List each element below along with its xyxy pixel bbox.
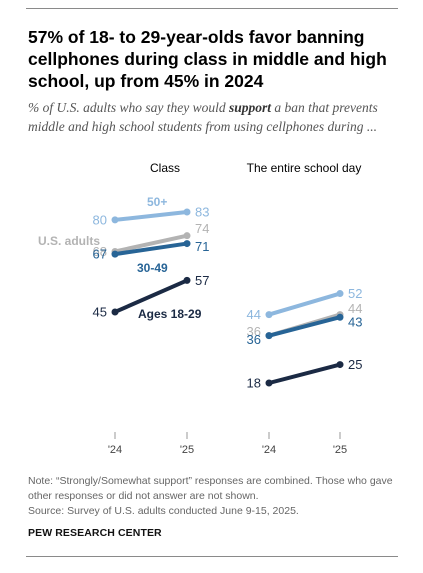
value-label-class-3-start: 67 [93, 247, 107, 262]
series-label-30-49: 30-49 [137, 261, 168, 275]
panel-title-the-entire-school-day: The entire school day [247, 161, 362, 175]
value-label-the-entire-school-day-4-end: 25 [348, 357, 362, 372]
note-text: Note: “Strongly/Somewhat support” respon… [28, 475, 393, 502]
value-label-the-entire-school-day-1-start: 44 [247, 307, 261, 322]
value-label-the-entire-school-day-4-start: 18 [247, 376, 261, 391]
value-label-class-2-end: 74 [195, 221, 209, 236]
value-label-the-entire-school-day-3-start: 36 [247, 332, 261, 347]
series-line-class-2 [113, 233, 189, 254]
x-tick-label-class-1: '24 [108, 444, 122, 456]
source-text: Source: Survey of U.S. adults conducted … [28, 505, 299, 517]
series-line-the-entire-school-day-4 [267, 362, 342, 385]
subtitle-text-end: a ban that prevents middle and high scho… [28, 100, 378, 134]
value-label-class-4-start: 45 [93, 304, 107, 319]
data-point-the-entire-school-day-4-start [265, 379, 273, 387]
top-rule [26, 8, 398, 9]
value-label-class-1-start: 80 [93, 212, 107, 227]
series-label-50-: 50+ [147, 195, 167, 209]
chart-subtitle: % of U.S. adults who say they would supp… [28, 98, 400, 136]
value-label-the-entire-school-day-2-end: 44 [348, 301, 362, 316]
data-point-class-4-end [183, 276, 191, 284]
series-line-class-3 [113, 241, 189, 257]
value-label-class-2-start: 68 [93, 244, 107, 259]
data-point-class-1-end [183, 208, 191, 216]
value-label-the-entire-school-day-1-end: 52 [348, 286, 362, 301]
chart-title: 57% of 18- to 29-year-olds favor banning… [28, 27, 387, 91]
series-line-the-entire-school-day-3 [267, 315, 342, 338]
series-line-class-4 [113, 278, 189, 314]
subtitle-emphasis: support [229, 100, 272, 115]
series-label-ages-18-29: Ages 18-29 [138, 307, 202, 321]
data-point-the-entire-school-day-1-start [265, 311, 273, 319]
value-label-the-entire-school-day-2-start: 36 [247, 324, 261, 339]
data-point-class-3-end [183, 240, 191, 248]
data-point-class-3-start [111, 250, 119, 258]
bottom-rule [26, 556, 398, 557]
data-point-class-4-start [111, 308, 119, 316]
chart-note: Note: “Strongly/Somewhat support” respon… [28, 474, 400, 519]
data-point-the-entire-school-day-1-end [336, 290, 344, 298]
value-label-class-3-end: 71 [195, 239, 209, 254]
series-label-u-s-adults: U.S. adults [38, 234, 100, 248]
data-point-class-2-end [183, 232, 191, 240]
value-label-class-1-end: 83 [195, 205, 209, 220]
value-label-class-4-end: 57 [195, 273, 209, 288]
subtitle-text-start: % of U.S. adults who say they would [28, 100, 229, 115]
x-tick-label-the-entire-school-day-1: '24 [262, 444, 276, 456]
data-point-class-1-start [111, 216, 119, 224]
data-point-the-entire-school-day-3-end [336, 313, 344, 321]
x-tick-label-the-entire-school-day-2: '25 [333, 444, 347, 456]
x-tick-label-class-2: '25 [180, 444, 194, 456]
data-point-the-entire-school-day-3-start [265, 332, 273, 340]
value-label-the-entire-school-day-3-end: 43 [348, 315, 362, 330]
series-line-the-entire-school-day-1 [267, 291, 342, 317]
data-point-the-entire-school-day-4-end [336, 361, 344, 369]
panel-title-class: Class [150, 161, 180, 175]
series-line-class-1 [113, 210, 189, 222]
brand-name: PEW RESEARCH CENTER [28, 527, 162, 539]
